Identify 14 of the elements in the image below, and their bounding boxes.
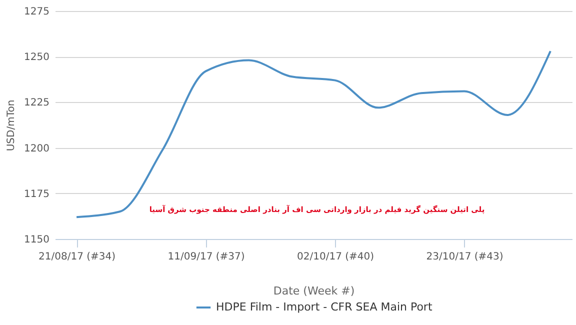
y-tick-label: 1225 [24,98,50,109]
line-series [76,50,552,218]
y-tick-label: 1150 [24,234,50,246]
x-axis-title: Date (Week #) [273,284,355,298]
x-tick-label: 21/08/17 (#34) [38,252,116,262]
x-tick-label: 23/10/17 (#43) [426,252,504,262]
x-tick-label: 11/09/17 (#37) [168,252,245,262]
legend-label: HDPE Film - Import - CFR SEA Main Port [216,300,433,314]
y-tick-label: 1275 [24,6,50,18]
y-axis-title: USD/mTon [6,100,18,152]
y-tick-label: 1175 [24,188,50,200]
y-tick-label: 1250 [24,52,50,64]
y-tick-label: 1200 [24,143,50,154]
x-tick-label: 02/10/17 (#40) [297,252,374,262]
